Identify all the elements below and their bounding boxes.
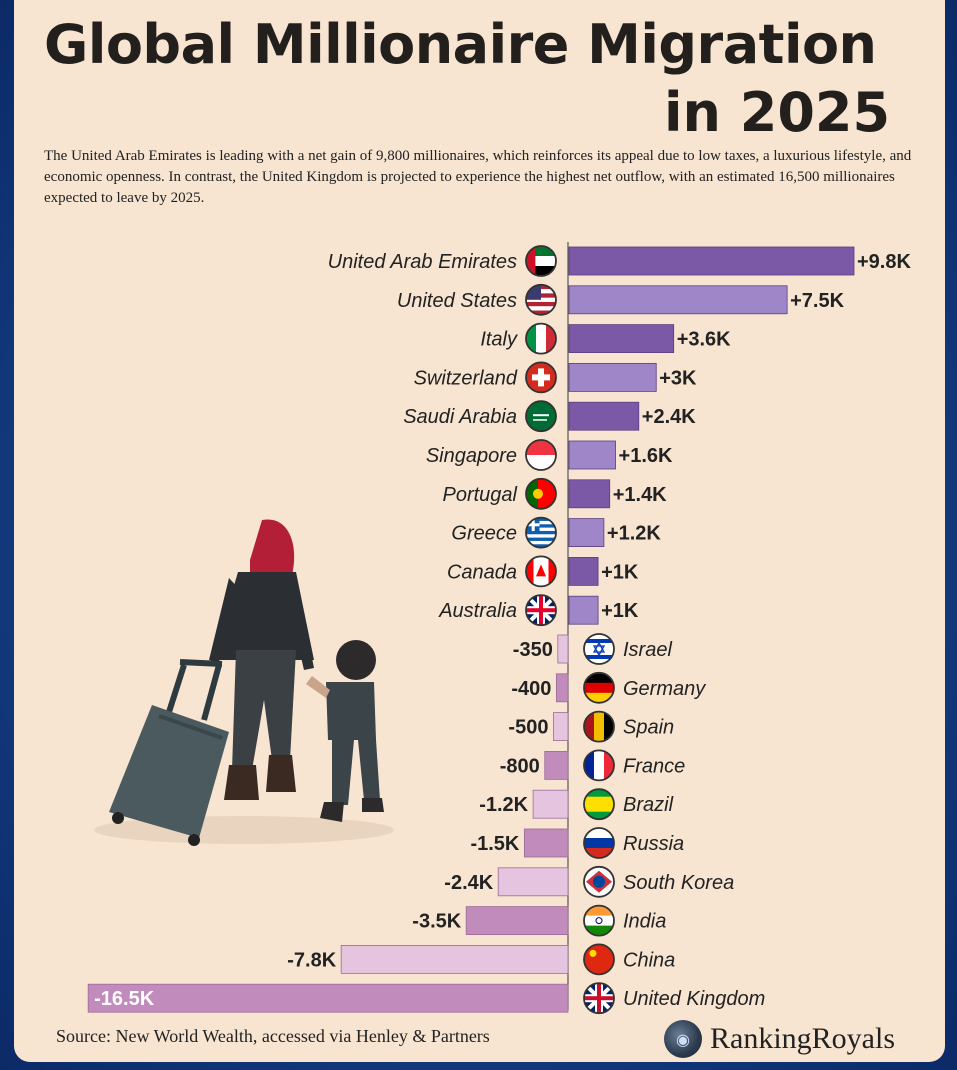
category-label-united-states: United States — [397, 290, 517, 312]
bar-india — [465, 906, 569, 935]
suitcase-icon — [109, 659, 229, 846]
value-label-israel: -350 — [513, 639, 553, 661]
flag-greece-icon — [525, 516, 557, 549]
child-figure-icon — [306, 640, 384, 822]
value-label-united-kingdom: -16.5K — [94, 988, 155, 1010]
bar-singapore — [568, 440, 616, 470]
bar-portugal — [568, 479, 611, 509]
woman-figure-icon — [209, 519, 314, 800]
flag-israel-icon — [583, 633, 615, 665]
flag-usa-icon — [525, 283, 557, 316]
category-label-italy: Italy — [480, 329, 518, 351]
traveler-illustration — [94, 519, 394, 846]
flag-uk-icon — [583, 982, 615, 1015]
category-label-singapore: Singapore — [426, 445, 517, 467]
description-text: The United Arab Emirates is leading with… — [44, 148, 912, 206]
infographic-card: Global Millionaire Migration in 2025 The… — [14, 0, 945, 1062]
category-label-brazil: Brazil — [623, 794, 674, 816]
value-label-india: -3.5K — [412, 911, 461, 933]
category-label-france: France — [623, 755, 685, 777]
category-label-switzerland: Switzerland — [414, 367, 518, 389]
brand: ◉ RankingRoyals — [664, 1018, 895, 1060]
category-label-south-korea: South Korea — [623, 872, 734, 894]
flag-spain-icon — [583, 710, 615, 743]
value-label-australia: +1K — [601, 600, 639, 622]
source-note: Source: New World Wealth, accessed via H… — [56, 1026, 490, 1046]
bar-united-states — [568, 285, 788, 315]
bar-united-kingdom — [87, 983, 569, 1013]
bar-russia — [523, 828, 569, 858]
bar-switzerland — [568, 362, 657, 392]
flag-china-icon — [583, 943, 615, 976]
bar-spain — [553, 712, 569, 741]
flag-switzerland-icon — [525, 361, 557, 394]
value-label-germany: -400 — [511, 678, 551, 700]
bar-brazil — [532, 789, 569, 819]
flag-uae-icon — [525, 245, 557, 277]
brand-name: RankingRoyals — [710, 1022, 895, 1055]
value-label-brazil: -1.2K — [479, 794, 528, 816]
flag-india-icon — [583, 904, 615, 937]
flag-canada-icon — [525, 555, 557, 588]
category-label-russia: Russia — [623, 833, 684, 855]
category-label-greece: Greece — [451, 523, 517, 545]
bar-china — [340, 945, 569, 974]
value-label-russia: -1.5K — [470, 833, 519, 855]
value-label-canada: +1K — [601, 561, 639, 583]
category-label-saudi-arabia: Saudi Arabia — [403, 406, 517, 428]
page-title: Global Millionaire Migration — [44, 13, 877, 76]
category-label-portugal: Portugal — [443, 484, 518, 506]
flag-germany-icon — [583, 671, 615, 704]
value-label-switzerland: +3K — [659, 367, 697, 389]
bar-united-arab-emirates — [568, 246, 855, 276]
category-label-china: China — [623, 949, 675, 971]
globe-icon: ◉ — [664, 1020, 702, 1058]
value-label-portugal: +1.4K — [613, 484, 667, 506]
category-label-israel: Israel — [623, 639, 672, 661]
category-label-united-kingdom: United Kingdom — [623, 988, 765, 1010]
flag-singapore-icon — [525, 439, 557, 471]
page-title-year: in 2025 — [664, 81, 891, 144]
flag-australia-icon — [525, 594, 557, 627]
flag-brazil-icon — [583, 788, 615, 821]
bar-australia — [568, 595, 599, 625]
category-label-germany: Germany — [623, 678, 706, 700]
bar-israel — [557, 634, 569, 664]
value-label-france: -800 — [500, 755, 540, 777]
value-label-singapore: +1.6K — [619, 445, 673, 467]
flag-portugal-icon — [525, 477, 557, 510]
bar-canada — [568, 557, 599, 586]
category-label-australia: Australia — [438, 600, 517, 622]
flag-saudi-arabia-icon — [525, 400, 557, 433]
value-label-spain: -500 — [508, 717, 548, 739]
category-label-united-arab-emirates: United Arab Emirates — [328, 251, 517, 273]
category-label-india: India — [623, 911, 666, 933]
bar-germany — [555, 673, 569, 703]
flag-italy-icon — [525, 322, 557, 355]
bar-saudi-arabia — [568, 401, 640, 431]
value-label-greece: +1.2K — [607, 523, 661, 545]
value-label-south-korea: -2.4K — [444, 872, 493, 894]
category-label-spain: Spain — [623, 717, 674, 739]
flag-russia-icon — [583, 827, 615, 859]
value-label-italy: +3.6K — [677, 329, 731, 351]
bar-south-korea — [497, 867, 569, 897]
category-label-canada: Canada — [447, 561, 517, 583]
bar-greece — [568, 518, 605, 547]
value-label-united-states: +7.5K — [790, 290, 844, 312]
value-label-china: -7.8K — [287, 949, 336, 971]
flag-france-icon — [583, 749, 615, 782]
bar-france — [544, 751, 569, 780]
flag-south-korea-icon — [583, 865, 615, 898]
migration-bar-chart: United Arab Emirates +9.8K United States +7… — [87, 242, 911, 1015]
value-label-united-arab-emirates: +9.8K — [857, 251, 911, 273]
bar-italy — [568, 324, 675, 354]
value-label-saudi-arabia: +2.4K — [642, 406, 696, 428]
